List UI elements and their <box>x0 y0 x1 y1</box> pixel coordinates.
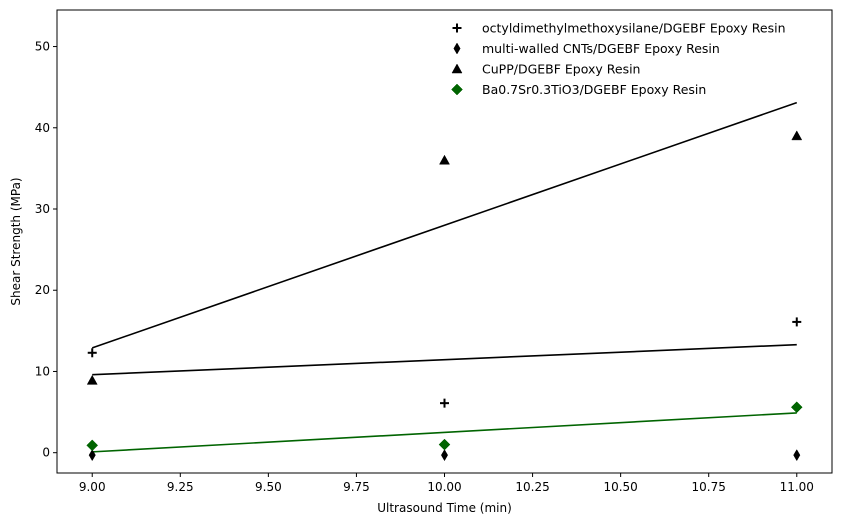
data-points <box>86 130 803 462</box>
legend-label: Ba0.7Sr0.3TiO3/DGEBF Epoxy Resin <box>482 82 706 97</box>
y-axis-label: Shear Strength (MPa) <box>9 177 23 305</box>
legend-label: CuPP/DGEBF Epoxy Resin <box>482 62 640 77</box>
x-axis: 9.00 9.25 9.50 9.75 10.00 10.25 10.50 10.75 11.0… <box>79 473 814 494</box>
data-point-series-1 <box>440 398 449 408</box>
plot-area <box>56 9 833 474</box>
legend-item: octyldimethylmethoxysilane/DGEBF Epoxy R… <box>452 21 786 36</box>
y-tick-label: 50 <box>35 40 50 54</box>
legend: octyldimethylmethoxysilane/DGEBF Epoxy R… <box>451 21 786 97</box>
data-point-series-3 <box>791 130 803 141</box>
x-tick-label: 10.00 <box>427 480 461 494</box>
x-tick-label: 9.75 <box>343 480 370 494</box>
legend-marker <box>452 23 462 33</box>
legend-label: multi-walled CNTs/DGEBF Epoxy Resin <box>482 41 720 56</box>
legend-item: Ba0.7Sr0.3TiO3/DGEBF Epoxy Resin <box>451 82 706 97</box>
trend-lines <box>91 101 798 453</box>
y-axis: 0 10 20 30 40 50 <box>35 40 57 460</box>
data-point-series-2 <box>793 449 801 462</box>
data-point-series-3 <box>86 374 98 385</box>
data-point-series-2 <box>88 449 96 462</box>
data-point-series-4 <box>86 439 99 452</box>
legend-item: multi-walled CNTs/DGEBF Epoxy Resin <box>453 41 720 56</box>
x-axis-label: Ultrasound Time (min) <box>377 501 512 515</box>
legend-marker <box>453 42 461 55</box>
data-point-series-1 <box>87 348 97 358</box>
x-tick-label: 9.50 <box>255 480 282 494</box>
trend-line <box>92 412 797 453</box>
data-point-series-2 <box>441 449 448 462</box>
data-point-series-1 <box>792 317 802 327</box>
x-tick-label: 10.50 <box>603 480 637 494</box>
y-tick-label: 20 <box>35 283 50 297</box>
y-tick-label: 10 <box>35 364 50 378</box>
trend-line <box>92 343 797 376</box>
x-tick-label: 9.00 <box>79 480 106 494</box>
x-tick-label: 10.75 <box>692 480 726 494</box>
x-tick-label: 11.00 <box>780 480 814 494</box>
data-point-series-4 <box>438 438 451 451</box>
y-tick-label: 30 <box>35 202 50 216</box>
data-point-series-3 <box>439 154 450 165</box>
legend-item: CuPP/DGEBF Epoxy Resin <box>451 62 640 77</box>
trend-line <box>91 101 798 349</box>
y-tick-label: 40 <box>35 121 50 135</box>
data-point-series-4 <box>790 401 803 414</box>
legend-label: octyldimethylmethoxysilane/DGEBF Epoxy R… <box>482 21 786 36</box>
x-tick-label: 9.25 <box>167 480 194 494</box>
y-tick-label: 0 <box>42 446 50 460</box>
legend-marker <box>451 83 463 96</box>
legend-marker <box>451 63 463 74</box>
x-tick-label: 10.25 <box>515 480 549 494</box>
